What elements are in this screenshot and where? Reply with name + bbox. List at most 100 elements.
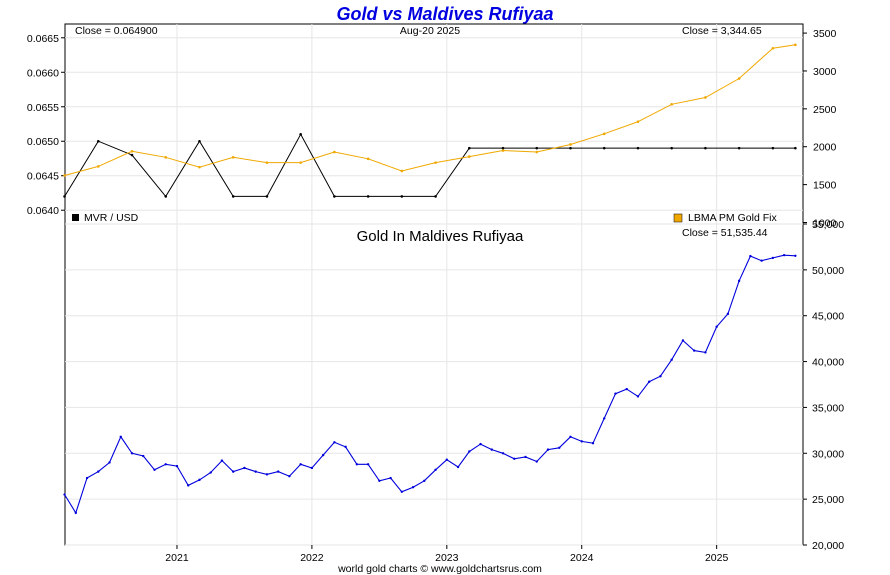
- footer-credit: world gold charts © www.goldchartsrus.co…: [337, 563, 542, 575]
- chart-title: Gold vs Maldives Rufiyaa: [336, 4, 553, 24]
- data-point: [198, 478, 201, 482]
- data-point: [535, 146, 539, 150]
- data-point: [501, 149, 505, 152]
- y-left-tick-label: 0.0645: [27, 171, 59, 183]
- data-point: [681, 339, 685, 342]
- data-point: [726, 312, 730, 316]
- data-point: [175, 464, 179, 468]
- data-point: [299, 133, 302, 136]
- close-right-label: Close = 3,344.65: [682, 25, 762, 37]
- data-point: [704, 96, 707, 99]
- data-point: [299, 463, 302, 466]
- data-point: [378, 479, 381, 482]
- y-right-tick-label: 1000: [813, 217, 837, 229]
- data-point: [97, 470, 100, 473]
- data-point: [636, 395, 640, 398]
- data-point: [355, 463, 359, 466]
- data-point: [96, 139, 100, 143]
- data-point: [63, 195, 66, 198]
- y-right-tick-label: 2000: [813, 142, 837, 154]
- data-point: [276, 470, 280, 473]
- data-point: [647, 380, 651, 383]
- data-point: [558, 446, 561, 449]
- data-point: [220, 459, 224, 462]
- data-point: [524, 455, 527, 459]
- data-point: [580, 440, 583, 443]
- data-point: [389, 476, 392, 480]
- data-point: [794, 254, 797, 257]
- y-right-tick-label: 3500: [813, 28, 837, 40]
- data-point: [468, 155, 471, 158]
- data-point: [434, 195, 437, 198]
- data-point: [85, 476, 89, 480]
- data-point: [198, 139, 201, 143]
- data-point: [782, 253, 786, 257]
- data-point: [366, 157, 370, 161]
- data-point: [501, 146, 505, 150]
- data-point: [254, 470, 257, 473]
- data-point: [513, 457, 516, 460]
- x-tick-label: 2023: [435, 552, 459, 564]
- data-point: [737, 279, 741, 283]
- data-point: [142, 454, 145, 458]
- y-right-tick-label: 55,000: [812, 219, 844, 231]
- data-point: [198, 165, 201, 169]
- legend-swatch-mvr: [72, 214, 79, 221]
- bottom-panel: 55,000 50,000 45,000 40,000 35,000 30,000 25,0…: [63, 219, 844, 564]
- data-point: [771, 256, 775, 260]
- data-point: [794, 146, 797, 150]
- data-point: [321, 453, 325, 457]
- y-right-tick-label: 50,000: [812, 265, 844, 277]
- y-left-tick-label: 0.0650: [27, 136, 59, 148]
- series-line-lbma-gold: [64, 44, 796, 176]
- data-point: [737, 77, 741, 80]
- data-point: [434, 161, 437, 164]
- data-point: [771, 46, 775, 50]
- data-point: [636, 120, 640, 124]
- data-point: [636, 146, 640, 150]
- data-point: [760, 259, 763, 262]
- data-point: [344, 445, 347, 449]
- series-line-mvr-usd: [64, 133, 796, 198]
- data-point: [231, 470, 235, 473]
- data-point: [96, 165, 100, 168]
- data-point: [333, 195, 336, 198]
- y-left-tick-label: 0.0655: [27, 102, 59, 114]
- data-point: [231, 156, 235, 159]
- data-point: [130, 153, 134, 157]
- data-point: [445, 458, 449, 461]
- data-point: [625, 387, 628, 391]
- data-point: [423, 479, 426, 482]
- data-point: [501, 452, 505, 455]
- data-point: [490, 448, 493, 451]
- data-point: [400, 195, 404, 198]
- x-tick-label: 2024: [570, 552, 594, 564]
- series-line-gold-mvr: [64, 254, 796, 515]
- data-point: [333, 441, 336, 444]
- data-point: [108, 461, 111, 464]
- subchart-title: Gold In Maldives Rufiyaa: [357, 228, 524, 245]
- data-point: [243, 466, 246, 470]
- data-point: [366, 463, 370, 466]
- legend-label-mvr: MVR / USD: [84, 212, 139, 224]
- data-point: [265, 473, 269, 476]
- y-right-tick-label: 30,000: [812, 448, 844, 460]
- data-point: [74, 511, 77, 515]
- y-right-tick-label: 35,000: [812, 402, 844, 414]
- x-tick-label: 2022: [300, 552, 324, 564]
- date-label: Aug-20 2025: [400, 25, 460, 37]
- data-point: [265, 161, 269, 164]
- data-point: [63, 493, 66, 496]
- data-point: [231, 195, 235, 198]
- data-point: [569, 143, 572, 146]
- y-right-tick-label: 40,000: [812, 357, 844, 369]
- data-point: [715, 325, 718, 328]
- data-point: [164, 463, 167, 466]
- data-point: [602, 146, 606, 150]
- data-point: [468, 450, 471, 453]
- data-point: [569, 435, 572, 438]
- data-point: [434, 468, 437, 471]
- data-point: [737, 146, 741, 150]
- x-tick-label: 2025: [705, 552, 729, 564]
